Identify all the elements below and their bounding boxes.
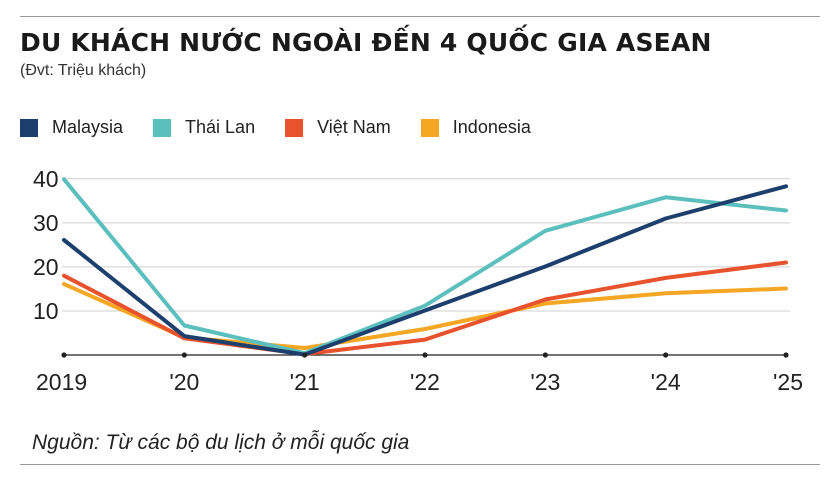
x-tick-label: '21 — [290, 369, 320, 395]
legend-label: Indonesia — [452, 117, 531, 137]
x-tick-dot — [422, 352, 428, 358]
x-tick-label: 2019 — [36, 369, 87, 395]
chart-title: DU KHÁCH NƯỚC NGOÀI ĐẾN 4 QUỐC GIA ASEAN — [20, 28, 712, 57]
x-tick-dot — [783, 352, 789, 358]
x-tick-dot — [61, 352, 67, 358]
x-tick-label: '20 — [169, 369, 199, 395]
x-tick-label: '25 — [773, 369, 803, 395]
y-tick-label: 20 — [33, 254, 59, 280]
legend-item-malaysia: Malaysia — [20, 117, 123, 138]
x-tick-label: '24 — [651, 369, 681, 395]
x-tick-dot — [302, 352, 308, 358]
legend-swatch — [20, 118, 38, 137]
legend-label: Thái Lan — [185, 117, 256, 137]
legend-swatch — [420, 118, 439, 137]
legend-swatch — [285, 118, 304, 137]
legend: Malaysia Thái Lan Việt Nam Indonesia — [20, 117, 561, 138]
legend-swatch — [153, 118, 172, 137]
x-tick-label: '23 — [530, 369, 560, 395]
legend-item-indonesia: Indonesia — [420, 117, 531, 138]
y-tick-label: 40 — [33, 166, 59, 192]
series-line-viet-nam — [62, 260, 788, 357]
source-note: Nguồn: Từ các bộ du lịch ở mỗi quốc gia — [32, 431, 410, 454]
x-tick-dot — [181, 352, 187, 358]
bottom-rule — [20, 464, 820, 465]
x-tick-label: '22 — [410, 369, 440, 395]
series-line-malaysia — [62, 184, 788, 357]
legend-item-viet-nam: Việt Nam — [285, 117, 391, 138]
legend-label: Malaysia — [52, 117, 124, 137]
y-tick-label: 10 — [33, 298, 59, 324]
x-tick-dot — [663, 352, 669, 358]
x-tick-dot — [542, 352, 548, 358]
top-rule — [20, 16, 820, 17]
series-line-thai-lan — [62, 177, 788, 356]
legend-item-thai-lan: Thái Lan — [153, 117, 255, 138]
legend-label: Việt Nam — [317, 117, 391, 137]
y-tick-label: 30 — [33, 210, 59, 236]
chart-unit: (Đvt: Triệu khách) — [20, 62, 147, 79]
